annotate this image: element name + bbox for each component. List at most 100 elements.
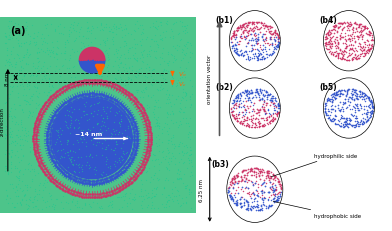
Point (45, 128, 51, 132)
Point (271, 38, 277, 41)
Point (325, 97, 331, 100)
Point (114, 112, 120, 116)
Point (356, 25, 362, 28)
Point (245, 191, 251, 195)
Point (233, 203, 240, 207)
Point (243, 119, 249, 122)
Point (360, 45, 366, 48)
Point (139, 54, 145, 58)
Point (333, 93, 339, 96)
Point (234, 50, 240, 54)
Point (182, 91, 189, 95)
Point (182, 187, 188, 190)
Point (174, 177, 180, 181)
Point (132, 125, 138, 128)
Point (51, 162, 58, 166)
Point (231, 49, 238, 53)
Point (152, 49, 159, 53)
Point (369, 105, 376, 109)
Point (247, 167, 254, 171)
Point (57, 91, 64, 95)
Point (81, 63, 87, 66)
Point (252, 118, 258, 121)
Point (253, 123, 259, 127)
Point (254, 28, 260, 32)
Point (347, 96, 353, 100)
Point (174, 44, 180, 48)
Point (22, 193, 28, 197)
Point (80, 35, 86, 39)
Point (92, 79, 98, 82)
Point (46, 152, 53, 155)
Point (129, 123, 135, 127)
Point (94, 82, 100, 85)
Point (96, 61, 102, 65)
Point (8, 166, 14, 170)
Point (331, 51, 338, 55)
Point (40, 65, 46, 69)
Point (84, 51, 91, 55)
Point (188, 149, 194, 153)
Point (92, 61, 98, 65)
Point (272, 30, 278, 33)
Point (19, 59, 25, 63)
Point (123, 185, 130, 188)
Point (328, 29, 334, 33)
Point (269, 52, 275, 55)
Point (244, 124, 250, 128)
Point (229, 196, 235, 200)
Point (155, 46, 161, 49)
Point (170, 77, 176, 81)
Point (253, 90, 260, 94)
Point (266, 25, 272, 29)
Point (60, 185, 66, 188)
Point (275, 194, 281, 198)
Point (84, 182, 91, 185)
Point (256, 125, 262, 128)
Point (93, 135, 99, 138)
Point (74, 119, 81, 122)
Point (81, 110, 87, 113)
Point (347, 122, 354, 126)
Point (86, 167, 92, 170)
Point (352, 123, 359, 127)
Point (272, 175, 279, 179)
Point (258, 58, 265, 61)
Point (75, 141, 82, 145)
Point (149, 203, 156, 207)
Point (156, 149, 163, 153)
Point (8, 162, 15, 166)
Point (134, 170, 140, 174)
Point (187, 98, 194, 102)
Point (357, 43, 363, 47)
Point (267, 36, 273, 40)
Point (180, 84, 187, 88)
Point (91, 79, 97, 82)
Point (260, 200, 267, 204)
Point (334, 52, 340, 55)
Point (139, 24, 145, 28)
Point (234, 203, 240, 207)
Point (168, 28, 174, 32)
Point (33, 141, 40, 145)
Point (71, 169, 77, 173)
Point (64, 103, 70, 107)
Point (229, 110, 235, 114)
Point (366, 96, 372, 100)
Point (334, 55, 341, 58)
Point (245, 30, 251, 33)
Point (257, 122, 263, 125)
Point (355, 56, 361, 60)
Point (343, 45, 349, 49)
Point (347, 34, 353, 38)
Point (139, 182, 145, 186)
Point (187, 132, 194, 135)
Point (240, 31, 246, 35)
Point (101, 94, 107, 97)
Point (63, 186, 69, 190)
Point (61, 172, 67, 176)
Point (368, 100, 374, 104)
Point (88, 32, 94, 36)
Point (41, 90, 47, 94)
Point (115, 189, 122, 193)
